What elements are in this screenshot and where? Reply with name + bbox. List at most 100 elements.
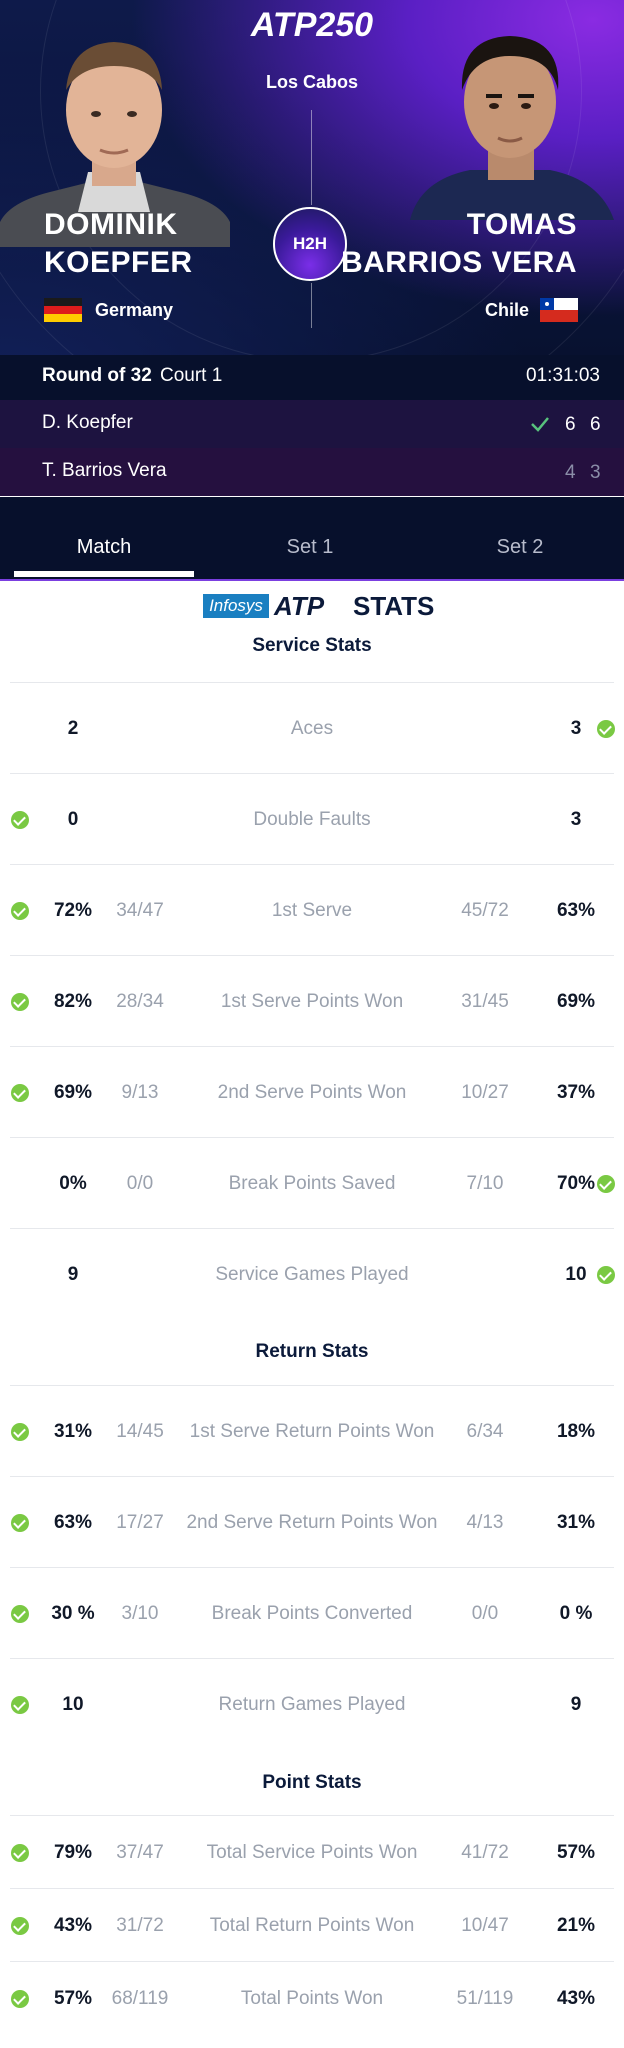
player1-stat-fraction: 0/0 — [126, 1173, 154, 1194]
divider-line — [311, 110, 312, 205]
stat-row: Total Service Points Won 79% 37/47 41/72 57% — [10, 1815, 614, 1889]
player2-stat-fraction: 0/0 — [471, 1603, 499, 1624]
stat-label: Break Points Saved — [228, 1173, 396, 1194]
atp-logo: ATP — [274, 591, 325, 621]
stat-row: 1st Serve 72% 34/47 45/72 63% — [10, 864, 614, 956]
player1-stat-value: 2 — [67, 718, 79, 739]
round-label: Round of 32 — [42, 365, 152, 386]
player1-stat-value: 79% — [53, 1842, 93, 1863]
player1-stat-fraction: 17/27 — [116, 1512, 164, 1533]
tab-set-1[interactable]: Set 1 — [286, 536, 334, 558]
player2-stat-value: 9 — [570, 1694, 582, 1715]
match-duration: 01:31:03 — [526, 365, 600, 386]
player2-stat-value: 10 — [565, 1264, 587, 1285]
tab-set-2[interactable]: Set 2 — [496, 536, 544, 558]
player1-stat-value: 72% — [53, 900, 93, 921]
stat-label: Break Points Converted — [211, 1603, 413, 1624]
player1-stat-fraction: 14/45 — [116, 1421, 164, 1442]
stat-label: 1st Serve — [271, 900, 353, 921]
leader-check-icon — [11, 1990, 29, 2008]
leader-check-icon — [11, 1605, 29, 1623]
match-info-bar: Round of 32 Court 1 01:31:03 — [0, 355, 624, 400]
score-row-player2: T. Barrios Vera 4 3 — [0, 448, 624, 496]
stat-label: Return Games Played — [218, 1694, 406, 1715]
player1-stat-value: 9 — [67, 1264, 79, 1285]
player1-photo[interactable] — [0, 22, 230, 247]
player2-stat-value: 18% — [556, 1421, 596, 1442]
player1-stat-value: 69% — [53, 1082, 93, 1103]
player2-stat-fraction: 45/72 — [461, 900, 509, 921]
player2-set2-score: 3 — [590, 462, 601, 483]
player2-photo[interactable] — [400, 20, 624, 220]
stat-row: 1st Serve Return Points Won 31% 14/45 6/34 1… — [10, 1385, 614, 1477]
leader-check-icon — [11, 1423, 29, 1441]
return-stats-title: Return Stats — [255, 1341, 369, 1362]
stat-label: Total Service Points Won — [206, 1842, 418, 1863]
stat-label: 2nd Serve Return Points Won — [186, 1512, 438, 1533]
player1-stat-value: 0% — [59, 1173, 87, 1194]
player1-last-name[interactable]: KOEPFER — [44, 246, 193, 279]
player2-stat-value: 69% — [556, 991, 596, 1012]
venue-name: Los Cabos — [265, 72, 358, 92]
player2-stat-value: 37% — [556, 1082, 596, 1103]
player2-last-name[interactable]: BARRIOS VERA — [340, 246, 577, 279]
stat-label: 1st Serve Points Won — [220, 991, 404, 1012]
player1-stat-fraction: 3/10 — [121, 1603, 159, 1624]
match-header: ATP250 Los Cabos H2H DOMINIK KOEPFER Ger… — [0, 0, 624, 400]
stat-label: 2nd Serve Points Won — [217, 1082, 407, 1103]
leader-check-icon — [11, 902, 29, 920]
leader-check-icon — [11, 1084, 29, 1102]
stat-row: 1st Serve Points Won 82% 28/34 31/45 69% — [10, 955, 614, 1047]
player2-stat-fraction: 10/47 — [461, 1915, 509, 1936]
player1-stat-value: 0 — [67, 809, 79, 830]
player2-stat-value: 43% — [556, 1988, 596, 2009]
player2-stat-fraction: 4/13 — [466, 1512, 504, 1533]
player2-country: Chile — [484, 300, 529, 320]
stat-row: Double Faults 0 3 — [10, 773, 614, 865]
stat-label: Aces — [290, 718, 334, 739]
infosys-logo: Infosys — [203, 594, 269, 618]
leader-check-icon — [11, 993, 29, 1011]
stat-label: 1st Serve Return Points Won — [189, 1421, 435, 1442]
court-label: Court 1 — [160, 365, 223, 386]
player1-stat-fraction: 9/13 — [121, 1082, 159, 1103]
atp250-logo: ATP250 — [250, 6, 374, 44]
divider-line — [311, 283, 312, 328]
leader-check-icon — [597, 1266, 615, 1284]
player1-stat-value: 82% — [53, 991, 93, 1012]
player1-first-name[interactable]: DOMINIK — [44, 208, 178, 241]
player2-stat-fraction: 41/72 — [461, 1842, 509, 1863]
h2h-button[interactable]: H2H — [273, 207, 347, 281]
winner-check-icon — [531, 417, 549, 432]
chile-flag-icon — [540, 298, 578, 322]
player1-short-name: D. Koepfer — [42, 412, 133, 433]
stat-label: Service Games Played — [215, 1264, 409, 1285]
player1-stat-fraction: 37/47 — [116, 1842, 164, 1863]
leader-check-icon — [11, 1844, 29, 1862]
active-tab-indicator — [14, 571, 194, 577]
stat-row: Break Points Saved 0% 0/0 7/10 70% — [10, 1137, 615, 1229]
leader-check-icon — [597, 1175, 615, 1193]
player1-stat-value: 43% — [53, 1915, 93, 1936]
stat-row: Break Points Converted 30 % 3/10 0/0 0 % — [10, 1567, 614, 1659]
stat-label: Double Faults — [253, 809, 371, 830]
leader-check-icon — [597, 720, 615, 738]
tab-match[interactable]: Match — [76, 536, 132, 558]
player2-stat-fraction: 7/10 — [466, 1173, 504, 1194]
player1-stat-value: 10 — [62, 1694, 84, 1715]
player1-stat-fraction: 31/72 — [116, 1915, 164, 1936]
player2-first-name[interactable]: TOMAS — [466, 208, 577, 241]
leader-check-icon — [11, 1696, 29, 1714]
player1-stat-value: 57% — [53, 1988, 93, 2009]
player1-stat-value: 30 % — [51, 1603, 95, 1624]
player2-stat-value: 31% — [556, 1512, 596, 1533]
player2-stat-value: 3 — [570, 718, 582, 739]
stat-row: Aces 2 3 — [10, 682, 615, 774]
score-row-player1: D. Koepfer 6 6 — [0, 400, 624, 448]
player2-stat-fraction: 51/119 — [456, 1988, 514, 2009]
player2-stat-value: 57% — [556, 1842, 596, 1863]
stats-label: STATS — [353, 591, 435, 621]
point-stats-title: Point Stats — [262, 1772, 362, 1793]
stat-label: Total Return Points Won — [209, 1915, 415, 1936]
player1-set1-score: 6 — [565, 414, 576, 435]
